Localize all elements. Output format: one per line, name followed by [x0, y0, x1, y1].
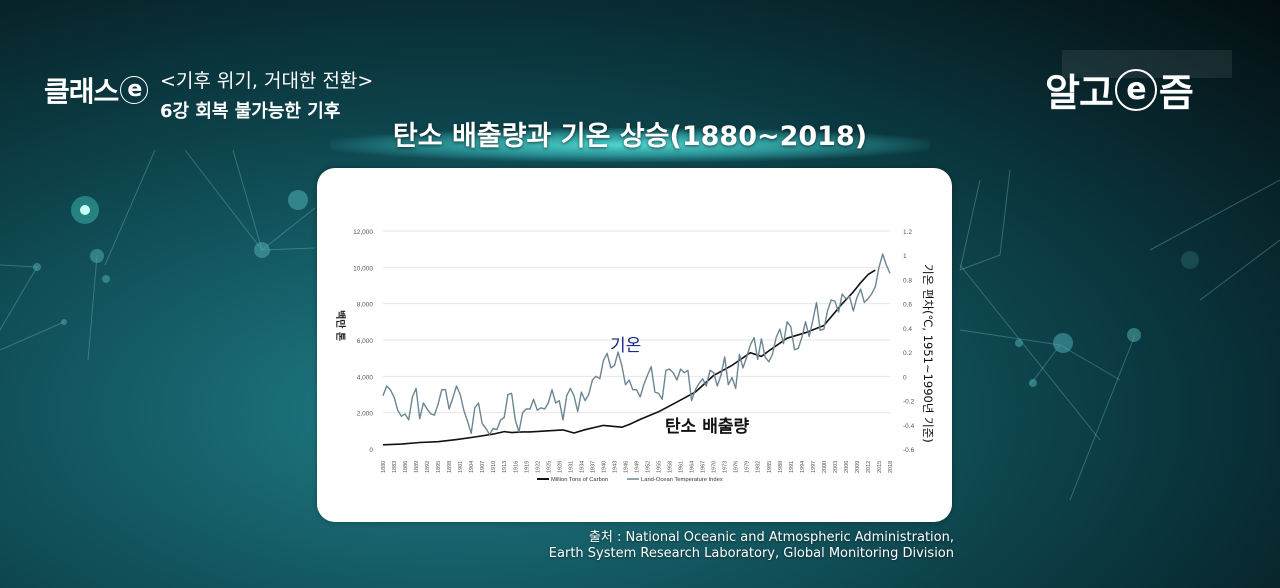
- title-glow: [330, 128, 930, 162]
- source-line-2: Earth System Research Laboratory, Global…: [548, 546, 954, 561]
- y2-tick-label: -0.6: [903, 447, 915, 454]
- chart-title: 탄소 배출량과 기온 상승(1880~2018): [392, 121, 868, 152]
- brand-e-mark-icon: e: [1114, 68, 1157, 111]
- x-tick-label: 1919: [524, 461, 530, 473]
- carbon-series-line: [382, 269, 876, 446]
- x-tick-label: 1997: [811, 461, 817, 473]
- x-tick-label: 1982: [756, 461, 762, 473]
- x-tick-label: 1901: [458, 461, 464, 473]
- e-mark-icon: e: [120, 76, 149, 104]
- x-tick-label: 1895: [436, 461, 442, 473]
- x-tick-label: 1892: [425, 461, 431, 473]
- y2-tick-label: 0.4: [903, 326, 912, 333]
- y2-tick-label: -0.4: [903, 423, 915, 430]
- x-tick-label: 1916: [513, 461, 519, 473]
- temperature-annotation: 기온: [610, 336, 641, 356]
- x-tick-label: 1961: [679, 461, 685, 473]
- y2-axis-title: 기온 편차(℃, 1951~1990년 기준): [921, 264, 935, 443]
- x-tick-label: 1880: [381, 461, 387, 473]
- x-tick-label: 1907: [480, 461, 486, 473]
- source-caption: 출처 : National Oceanic and Atmospheric Ad…: [549, 530, 954, 562]
- x-tick-label: 1985: [767, 461, 773, 473]
- y2-tick-label: 1.2: [903, 229, 912, 236]
- y-tick-label: 8,000: [357, 302, 374, 309]
- x-tick-label: 2000: [822, 461, 828, 473]
- program-logo: 클래스 e: [44, 70, 149, 110]
- x-tick-label: 1925: [546, 461, 552, 473]
- y-tick-label: 0: [369, 447, 373, 454]
- y2-tick-label: 1: [903, 253, 907, 260]
- x-tick-label: 1964: [690, 461, 696, 473]
- y-tick-label: 12,000: [353, 229, 373, 236]
- x-tick-label: 1883: [392, 461, 398, 473]
- x-tick-label: 1931: [568, 461, 574, 473]
- x-tick-label: 1886: [403, 461, 409, 473]
- brand-logo-left: 알고: [1045, 71, 1114, 115]
- y-tick-label: 4,000: [357, 374, 374, 381]
- x-tick-label: 1889: [414, 461, 420, 473]
- x-tick-label: 2003: [833, 461, 839, 473]
- y2-tick-label: 0: [903, 374, 907, 381]
- x-tick-label: 2015: [877, 461, 883, 473]
- x-tick-label: 1958: [668, 461, 674, 473]
- y2-tick-label: -0.2: [903, 399, 915, 406]
- x-tick-label: 1898: [447, 461, 453, 473]
- temperature-series-line: [382, 253, 891, 436]
- x-tick-label: 1970: [712, 461, 718, 473]
- x-tick-label: 2006: [844, 461, 850, 473]
- x-tick-label: 1943: [612, 461, 618, 473]
- x-tick-label: 1955: [657, 461, 663, 473]
- brand-logo-right: 즘: [1158, 71, 1194, 115]
- y-tick-label: 10,000: [353, 265, 373, 272]
- x-tick-label: 1928: [557, 461, 563, 473]
- x-tick-label: 1994: [800, 461, 806, 473]
- x-tick-label: 1949: [635, 461, 641, 473]
- series-title: <기후 위기, 거대한 전환>: [160, 70, 374, 92]
- legend-carbon-label: Million Tons of Carbon: [551, 477, 608, 483]
- chart-plot: 0 2,000 4,000 6,000 8,000 10,000 12,000 -0.6 -0.…: [334, 229, 935, 483]
- x-tick-label: 1967: [701, 461, 707, 473]
- x-tick-label: 1979: [745, 461, 751, 473]
- x-tick-label: 2009: [855, 461, 861, 473]
- x-tick-label: 2012: [866, 461, 872, 473]
- x-tick-label: 1934: [579, 461, 585, 473]
- brand-logo: 알고 e 즘: [1045, 62, 1194, 117]
- x-tick-label: 2018: [888, 461, 894, 473]
- source-line-1: 출처 : National Oceanic and Atmospheric Ad…: [588, 530, 954, 545]
- x-tick-label: 1937: [590, 461, 596, 473]
- x-tick-label: 1922: [535, 461, 541, 473]
- y2-tick-label: 0.6: [903, 302, 912, 309]
- y-tick-label: 2,000: [357, 411, 374, 418]
- program-logo-text: 클래스: [44, 75, 119, 108]
- y-axis-title: 백만 톤: [334, 310, 347, 341]
- y-tick-label: 6,000: [357, 338, 374, 345]
- x-tick-label: 1913: [502, 461, 508, 473]
- x-tick-label: 1910: [491, 461, 497, 473]
- x-tick-label: 1952: [646, 461, 652, 473]
- x-tick-label: 1988: [778, 461, 784, 473]
- y2-tick-label: 0.8: [903, 277, 912, 284]
- chart-card: 0 2,000 4,000 6,000 8,000 10,000 12,000 -0.6 -0.…: [317, 168, 952, 522]
- x-tick-label: 1991: [789, 461, 795, 473]
- x-tick-label: 1940: [601, 461, 607, 473]
- y2-tick-label: 0.2: [903, 350, 912, 357]
- carbon-annotation: 탄소 배출량: [665, 417, 749, 437]
- x-tick-label: 1976: [734, 461, 740, 473]
- x-tick-label: 1973: [723, 461, 729, 473]
- x-tick-label: 1946: [623, 461, 629, 473]
- x-tick-label: 1904: [469, 461, 475, 473]
- legend-temperature-label: Land-Ocean Temperature Index: [641, 477, 723, 483]
- episode-title: 6강 회복 불가능한 기후: [160, 101, 341, 122]
